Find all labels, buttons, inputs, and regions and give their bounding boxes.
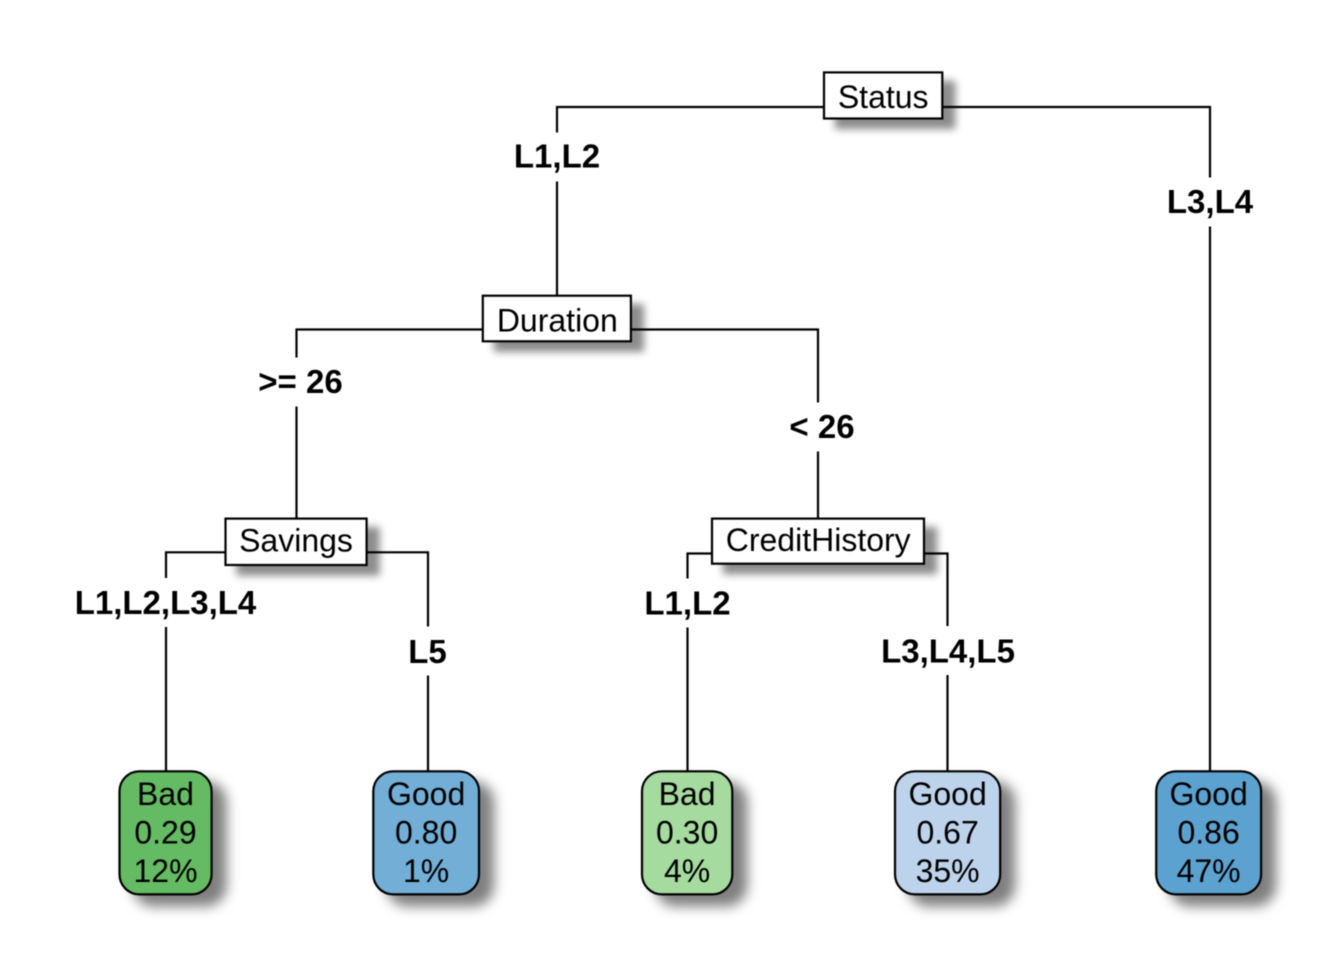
svg-text:Bad: Bad [137, 776, 194, 812]
svg-text:Good: Good [387, 776, 465, 812]
svg-text:CreditHistory: CreditHistory [726, 522, 911, 558]
svg-text:L5: L5 [408, 633, 447, 670]
svg-text:0.29: 0.29 [134, 815, 196, 851]
svg-text:Good: Good [908, 776, 986, 812]
svg-text:0.86: 0.86 [1177, 815, 1239, 851]
svg-text:L1,L2: L1,L2 [514, 138, 600, 175]
svg-text:< 26: < 26 [789, 408, 854, 445]
svg-text:>= 26: >= 26 [258, 363, 342, 400]
svg-text:35%: 35% [916, 853, 980, 889]
svg-text:12%: 12% [133, 853, 197, 889]
svg-text:47%: 47% [1177, 853, 1241, 889]
svg-text:Good: Good [1169, 776, 1247, 812]
svg-text:0.80: 0.80 [395, 815, 457, 851]
svg-text:0.67: 0.67 [916, 815, 978, 851]
svg-text:L3,L4: L3,L4 [1167, 183, 1254, 220]
svg-text:L1,L2,L3,L4: L1,L2,L3,L4 [75, 584, 257, 621]
svg-text:1%: 1% [403, 853, 449, 889]
svg-text:Bad: Bad [659, 776, 716, 812]
svg-text:4%: 4% [664, 853, 710, 889]
svg-text:Savings: Savings [239, 523, 353, 559]
svg-text:0.30: 0.30 [656, 815, 718, 851]
svg-text:L1,L2: L1,L2 [644, 585, 730, 622]
svg-text:L3,L4,L5: L3,L4,L5 [881, 633, 1015, 670]
svg-text:Status: Status [838, 79, 929, 115]
svg-text:Duration: Duration [497, 302, 618, 338]
